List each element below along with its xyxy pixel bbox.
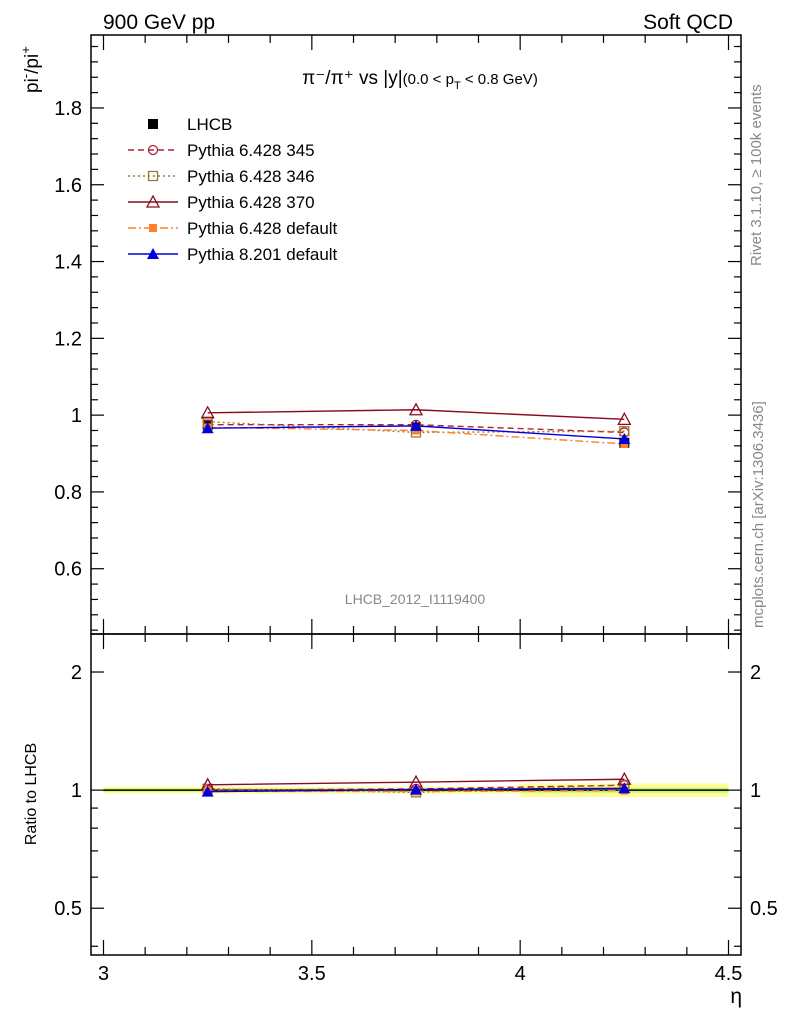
legend: LHCB Pythia 6.428 345 Pythia 6.428 346 Pyth…	[128, 115, 338, 264]
ylabel-part-2: -	[18, 74, 33, 78]
y-tick-label: 1.2	[54, 328, 82, 350]
ylabel-part-1: pi	[22, 78, 43, 93]
series-p370	[207, 409, 625, 421]
y-tick-label: 0.8	[54, 482, 82, 504]
legend-marker-p8	[147, 248, 159, 259]
title-sub-end: < 0.8 GeV)	[461, 71, 538, 88]
legend-marker-p346	[147, 170, 159, 182]
data-point-p370	[617, 412, 632, 426]
y-tick-label: 1	[71, 405, 82, 427]
x-axis-label: η	[730, 985, 742, 1008]
ratio-point-p8	[410, 783, 422, 795]
side-label-mcplots: mcplots.cern.ch [arXiv:1306.3436]	[750, 401, 767, 628]
series-line-p370	[207, 409, 625, 421]
data-point-p8	[410, 419, 422, 431]
legend-label-p345: Pythia 6.428 345	[187, 141, 315, 160]
legend-label-data: LHCB	[187, 115, 232, 134]
title-sub-index: T	[454, 80, 461, 92]
header-right: Soft QCD	[643, 11, 733, 34]
title-sub: (0.0 < p	[403, 71, 454, 88]
legend-label-p8: Pythia 8.201 default	[187, 245, 338, 264]
ratio-line-p370	[207, 778, 625, 786]
ratio-y-tick-label-right: 1	[750, 780, 761, 802]
analysis-watermark: LHCB_2012_I1119400	[345, 591, 486, 607]
legend-marker-pdef6	[149, 224, 157, 232]
ratio-point-p8	[618, 782, 631, 794]
x-tick-label: 4.5	[715, 963, 743, 985]
x-tick-label: 3.5	[298, 963, 326, 985]
legend-label-p346: Pythia 6.428 346	[187, 167, 315, 186]
ratio-y-tick-label: 2	[71, 662, 82, 684]
header-left: 900 GeV pp	[103, 11, 215, 34]
ratio-y-tick-label-right: 2	[750, 662, 761, 684]
main-panel: 0.6 0.8 1 1.2 1.4 1.6 1.8	[54, 34, 742, 635]
ratio-point-p8	[201, 785, 214, 797]
y-tick-label: 1.8	[54, 98, 82, 120]
title-main: π⁻/π⁺ vs |y|	[302, 68, 402, 89]
x-tick-label: 3	[98, 963, 109, 985]
data-point-p370	[408, 402, 424, 416]
ylabel-part-3: /pi	[22, 54, 43, 74]
y-tick-label: 1.4	[54, 252, 82, 274]
y-tick-label: 1.6	[54, 175, 82, 197]
ratio-panel: 0.5 0.5 1 1 2 2 3 3.5 4 4.5	[54, 633, 778, 985]
legend-label-pdef6: Pythia 6.428 default	[187, 219, 338, 238]
y-axis-label: pi-/pi+	[18, 46, 43, 93]
ylabel-part-4: +	[18, 46, 33, 54]
ratio-frame	[90, 633, 742, 956]
legend-marker-p345	[147, 144, 159, 156]
legend-label-p370: Pythia 6.428 370	[187, 193, 315, 212]
ratio-y-tick-label-right: 0.5	[750, 898, 778, 920]
ratio-y-axis-label: Ratio to LHCB	[23, 743, 40, 845]
ratio-y-tick-label: 0.5	[54, 898, 82, 920]
data-point-p8	[201, 422, 214, 434]
data-point-p8	[618, 432, 631, 444]
y-tick-label: 0.6	[54, 559, 82, 581]
plot-title: π⁻/π⁺ vs |y|(0.0 < pT < 0.8 GeV)	[302, 68, 538, 92]
legend-marker-data	[148, 119, 158, 129]
x-tick-label: 4	[515, 963, 526, 985]
side-label-rivet: Rivet 3.1.10, ≥ 100k events	[748, 84, 765, 266]
legend-marker-p370	[145, 194, 161, 208]
ratio-y-tick-label: 1	[71, 780, 82, 802]
data-point-p370	[200, 405, 215, 419]
